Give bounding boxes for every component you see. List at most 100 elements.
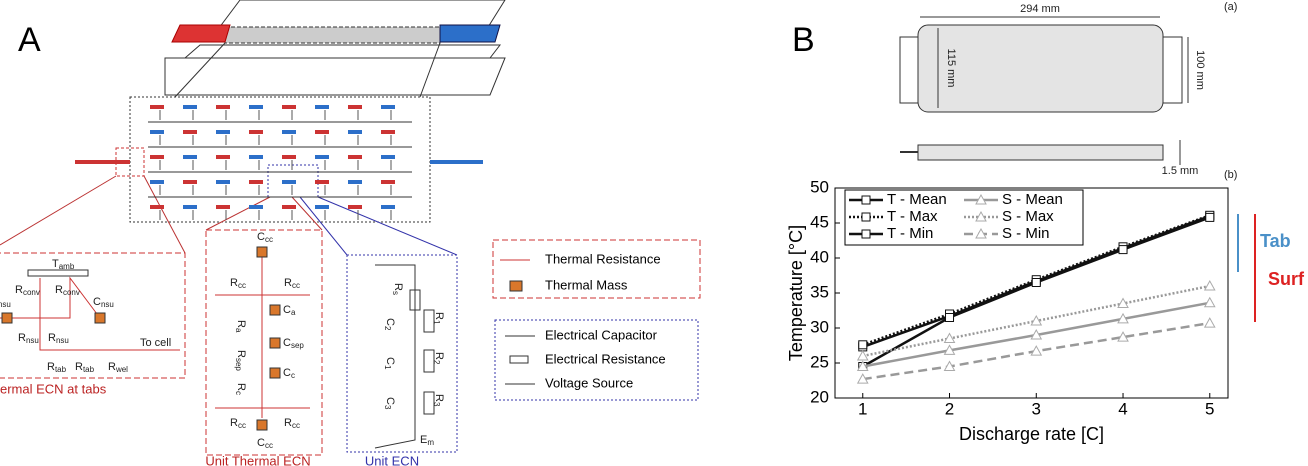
label-sub: 3 <box>432 402 441 407</box>
legend-box <box>494 319 699 401</box>
wire <box>374 264 416 449</box>
label-sub: a <box>291 308 296 317</box>
thermal-mass <box>269 337 281 349</box>
cell-side-view <box>917 144 1164 161</box>
element <box>315 205 329 209</box>
thermal-mass <box>256 246 268 258</box>
component-label: Rs <box>391 283 404 295</box>
component-label: Rcc <box>230 417 246 430</box>
label-sub: cc <box>292 421 300 430</box>
legend-text: Thermal Resistance <box>545 251 661 266</box>
element <box>381 180 395 184</box>
cell-tab <box>899 36 919 104</box>
thermal-mass <box>256 419 268 431</box>
label-sub: sep <box>291 341 304 350</box>
wire <box>0 317 180 351</box>
x-tick-label: 4 <box>1118 399 1127 418</box>
component-label: Csep <box>283 337 304 350</box>
element <box>183 180 197 184</box>
legend-marker <box>975 193 987 205</box>
marker <box>1203 296 1216 308</box>
tab-blue <box>439 24 501 43</box>
marker <box>1117 312 1129 324</box>
legend-text: Voltage Source <box>545 375 633 390</box>
label-sub: 1 <box>432 320 441 325</box>
zoom-box <box>115 147 145 177</box>
label-sub: c <box>291 371 295 380</box>
dimension-label: 100 mm <box>1194 50 1206 90</box>
label-main: C <box>93 296 101 308</box>
cell-top-view <box>917 24 1164 113</box>
label-sub: tab <box>83 365 95 374</box>
schematic <box>0 0 1256 456</box>
element <box>348 105 362 109</box>
component-label: Ra <box>234 320 247 333</box>
component-label: Rconv <box>15 284 40 297</box>
element <box>150 180 164 184</box>
tab-red <box>171 24 231 43</box>
legend-text: T - Max <box>887 208 938 225</box>
element <box>381 105 395 109</box>
label-main: C <box>257 437 265 449</box>
element <box>348 205 362 209</box>
ecn-box <box>346 254 458 453</box>
dimension-label: 294 mm <box>1020 3 1060 15</box>
cell-layer <box>183 44 502 59</box>
element <box>150 130 164 134</box>
component-label: R3 <box>432 394 445 407</box>
thermal-mass <box>269 304 281 316</box>
label-main: R <box>230 277 238 289</box>
element <box>249 180 263 184</box>
caption: Unit ECN <box>365 453 419 466</box>
network-box <box>129 96 431 223</box>
element <box>150 155 164 159</box>
label-main: R <box>235 383 247 391</box>
label-sub: cc <box>292 281 300 290</box>
component-label: Rwel <box>108 361 128 374</box>
element <box>282 205 296 209</box>
label-main: R <box>392 283 404 291</box>
element <box>183 155 197 159</box>
label-sub: m <box>427 438 434 447</box>
dimension-label: 1.5 mm <box>1162 165 1199 177</box>
label-sub: 3 <box>383 405 392 410</box>
component-label: Cnsu <box>93 296 114 309</box>
component-label: Ccc <box>257 231 273 244</box>
element <box>249 105 263 109</box>
label-sub: 2 <box>383 326 392 331</box>
y-tick-label: 50 <box>810 177 829 196</box>
element <box>282 130 296 134</box>
component-label: Tamb <box>52 258 75 271</box>
legend-glyph <box>509 280 523 292</box>
marker <box>856 349 869 361</box>
label-sub: 1 <box>383 365 392 370</box>
legend-marker <box>861 212 871 222</box>
label-sub: cc <box>265 235 273 244</box>
label-main: C <box>283 304 291 316</box>
element <box>183 130 197 134</box>
y-tick-label: 30 <box>810 317 829 336</box>
component-label: Rcc <box>284 277 300 290</box>
marker <box>1030 314 1043 326</box>
element <box>315 180 329 184</box>
label-main: R <box>108 361 116 373</box>
marker <box>856 373 869 384</box>
label-main: R <box>433 312 445 320</box>
y-tick-label: 20 <box>810 387 829 406</box>
component-label: Rtab <box>75 361 95 374</box>
element <box>348 155 362 159</box>
zoom-line <box>174 42 226 98</box>
label-main: T <box>52 258 59 270</box>
marker <box>1203 317 1216 328</box>
label-sub: wel <box>115 365 128 374</box>
component-label: C2 <box>383 318 396 331</box>
element <box>282 180 296 184</box>
marker <box>1205 212 1215 222</box>
label-sub: a <box>234 328 243 333</box>
resistor <box>423 309 435 333</box>
resistor <box>423 391 435 415</box>
label-sub: 2 <box>432 360 441 365</box>
label-main: R <box>18 332 26 344</box>
element <box>381 155 395 159</box>
